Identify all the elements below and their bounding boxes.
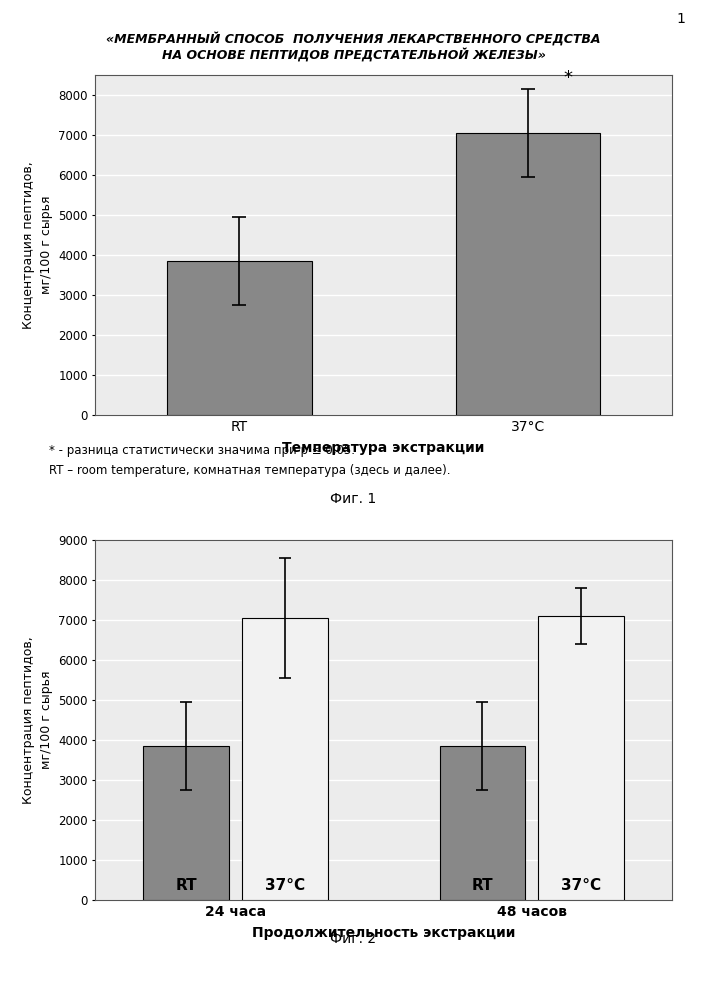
Text: 1: 1 [677, 12, 686, 26]
Text: RT: RT [472, 878, 493, 893]
Text: RT – room temperature, комнатная температура (здесь и далее).: RT – room temperature, комнатная темпера… [49, 464, 451, 477]
Bar [144, 746, 229, 900]
Text: Фиг. 1: Фиг. 1 [330, 492, 377, 506]
Bar [242, 618, 327, 900]
Text: Фиг. 2: Фиг. 2 [330, 932, 377, 946]
Text: * - разница статистически значима при р ≤ 0,05.: * - разница статистически значима при р … [49, 444, 356, 457]
X-axis label: Температура экстракции: Температура экстракции [282, 441, 485, 455]
Text: НА ОСНОВЕ ПЕПТИДОВ ПРЕДСТАТЕЛЬНОЙ ЖЕЛЕЗЫ»: НА ОСНОВЕ ПЕПТИДОВ ПРЕДСТАТЕЛЬНОЙ ЖЕЛЕЗЫ… [162, 48, 545, 62]
Text: *: * [563, 69, 573, 87]
Bar [538, 616, 624, 900]
Bar [440, 746, 525, 900]
Text: RT: RT [175, 878, 197, 893]
Text: 37°C: 37°C [264, 878, 305, 893]
Y-axis label: Концентрация пептидов,
мг/100 г сырья: Концентрация пептидов, мг/100 г сырья [22, 636, 52, 804]
Text: «МЕМБРАННЫЙ СПОСОБ  ПОЛУЧЕНИЯ ЛЕКАРСТВЕННОГО СРЕДСТВА: «МЕМБРАННЫЙ СПОСОБ ПОЛУЧЕНИЯ ЛЕКАРСТВЕНН… [106, 32, 601, 46]
Bar [455, 133, 600, 415]
Y-axis label: Концентрация пептидов,
мг/100 г сырья: Концентрация пептидов, мг/100 г сырья [22, 161, 52, 329]
X-axis label: Продолжительность экстракции: Продолжительность экстракции [252, 926, 515, 940]
Text: 37°C: 37°C [561, 878, 601, 893]
Bar [168, 261, 312, 415]
